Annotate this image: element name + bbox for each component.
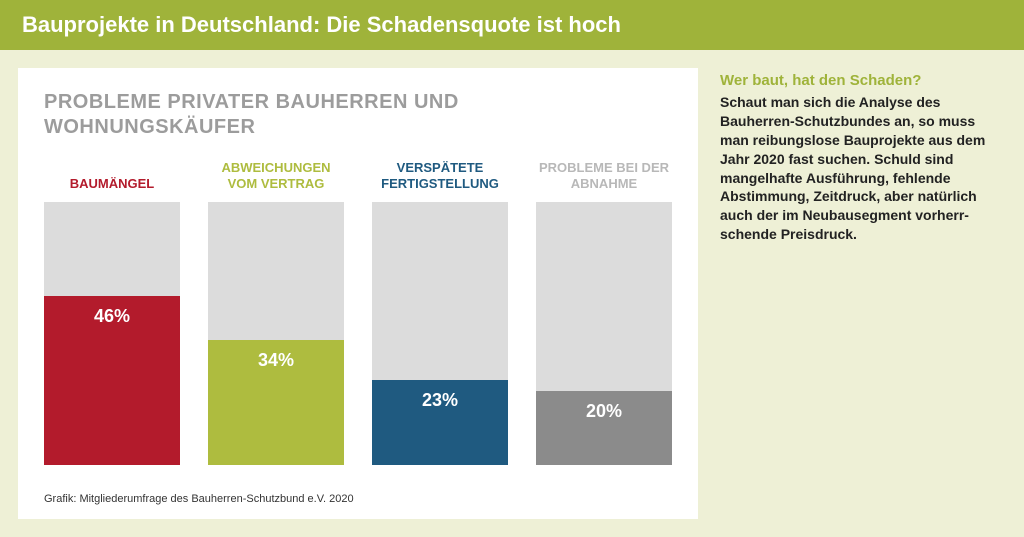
bar-track: 34% — [208, 202, 344, 465]
sidebar-heading: Wer baut, hat den Schaden? — [720, 72, 1006, 89]
sidebar-text: Wer baut, hat den Schaden? Schaut man si… — [720, 68, 1006, 519]
bar-label: VERSPÄTETE FERTIGSTELLUNG — [372, 158, 508, 198]
chart-source: Grafik: Mitgliederumfrage des Bauherren-… — [44, 493, 672, 505]
bar-column: PROBLEME BEI DER ABNAHME 20% — [536, 158, 672, 465]
bar-fill: 20% — [536, 391, 672, 465]
bar-chart: BAUMÄNGEL 46% ABWEICHUNGEN VOM VERTRAG 34% V… — [44, 158, 672, 473]
chart-panel: PROBLEME PRIVATER BAUHERREN UND WOHNUNGS… — [18, 68, 698, 519]
content-body: PROBLEME PRIVATER BAUHERREN UND WOHNUNGS… — [0, 50, 1024, 537]
page-title: Bauprojekte in Deutschland: Die Schadens… — [22, 12, 1002, 38]
bar-track: 20% — [536, 202, 672, 465]
bar-fill: 46% — [44, 296, 180, 465]
bar-track: 23% — [372, 202, 508, 465]
infographic-frame: Bauprojekte in Deutschland: Die Schadens… — [0, 0, 1024, 537]
bar-label: BAUMÄNGEL — [44, 158, 180, 198]
title-bar: Bauprojekte in Deutschland: Die Schadens… — [0, 0, 1024, 50]
sidebar-body: Schaut man sich die Analyse des Bauherre… — [720, 93, 1006, 244]
bar-label: PROBLEME BEI DER ABNAHME — [536, 158, 672, 198]
bar-column: BAUMÄNGEL 46% — [44, 158, 180, 465]
bar-column: VERSPÄTETE FERTIGSTELLUNG 23% — [372, 158, 508, 465]
bar-value: 20% — [586, 391, 622, 422]
bar-value: 34% — [258, 340, 294, 371]
bar-track: 46% — [44, 202, 180, 465]
bar-value: 23% — [422, 380, 458, 411]
bar-column: ABWEICHUNGEN VOM VERTRAG 34% — [208, 158, 344, 465]
bar-fill: 23% — [372, 380, 508, 465]
chart-title: PROBLEME PRIVATER BAUHERREN UND WOHNUNGS… — [44, 90, 672, 140]
bar-value: 46% — [94, 296, 130, 327]
bar-label: ABWEICHUNGEN VOM VERTRAG — [208, 158, 344, 198]
bar-fill: 34% — [208, 340, 344, 465]
